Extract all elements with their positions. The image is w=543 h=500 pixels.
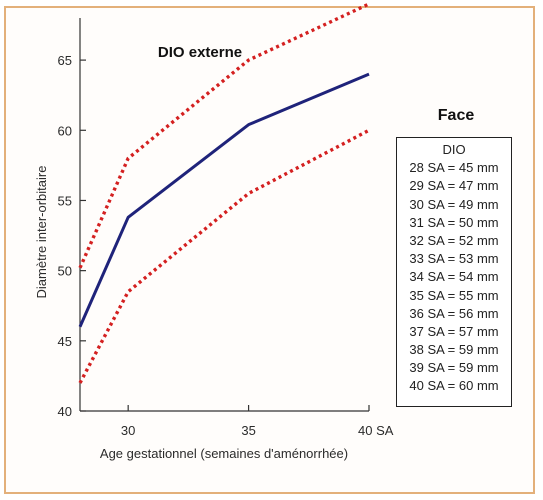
y-tick-label: 55 (58, 193, 72, 208)
table-row: 33 SA = 53 mm (409, 251, 499, 267)
table-row: 34 SA = 54 mm (409, 269, 499, 285)
table-row: 35 SA = 55 mm (409, 287, 499, 303)
chart-axes (79, 18, 369, 412)
table-row: 32 SA = 52 mm (409, 232, 499, 248)
x-tick-label: 30 (121, 423, 135, 438)
dio-table: DIO 28 SA = 45 mm 29 SA = 47 mm 30 SA = 49… (396, 137, 512, 407)
x-axis-label: Age gestationnel (semaines d'aménorrhée) (100, 446, 348, 461)
table-rows: 28 SA = 45 mm 29 SA = 47 mm 30 SA = 49 mm 3… (397, 159, 511, 395)
table-row: 39 SA = 59 mm (409, 360, 499, 376)
table-row: 36 SA = 56 mm (409, 305, 499, 321)
table-header: DIO (442, 142, 466, 157)
y-tick-label: 50 (58, 264, 72, 279)
table-row: 29 SA = 47 mm (409, 178, 499, 194)
table-row: 37 SA = 57 mm (409, 323, 499, 339)
y-tick-label: 40 (58, 404, 72, 419)
table-row: 30 SA = 49 mm (409, 196, 499, 212)
table-row: 40 SA = 60 mm (409, 378, 499, 394)
table-row: 38 SA = 59 mm (409, 342, 499, 358)
x-tick-label: 40 SA (358, 423, 394, 438)
x-tick-label: 35 (241, 423, 255, 438)
bound-line (78, 2, 370, 269)
chart-title: DIO externe (158, 44, 242, 61)
bound-line (78, 128, 370, 384)
chart-ticks: 40 45 50 55 60 65 30 35 40 SA (58, 53, 394, 438)
y-tick-label: 45 (58, 334, 72, 349)
mean-line (78, 72, 370, 328)
chart-series (78, 2, 370, 384)
y-tick-label: 60 (58, 123, 72, 138)
y-axis-label: Diamètre inter-orbitaire (34, 166, 49, 299)
face-title: Face (437, 107, 475, 124)
table-row: 31 SA = 50 mm (409, 214, 499, 230)
y-tick-label: 65 (58, 53, 72, 68)
table-row: 28 SA = 45 mm (409, 160, 499, 176)
